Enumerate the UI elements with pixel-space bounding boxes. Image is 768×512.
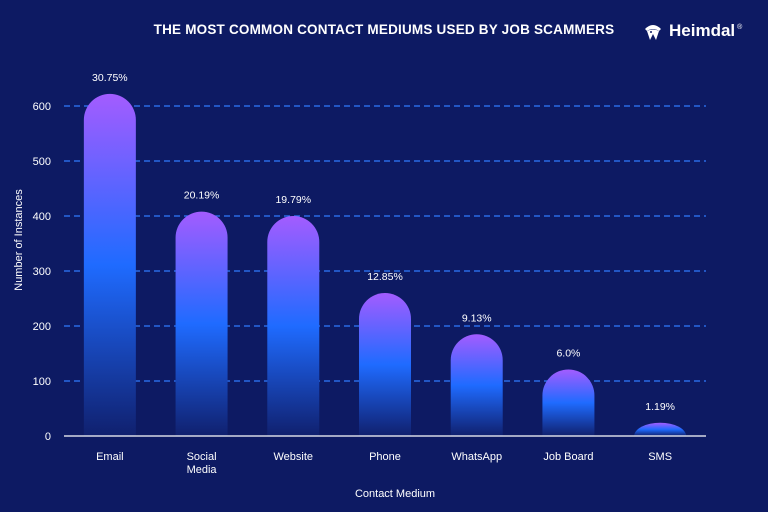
bar-value-label: 1.19% <box>645 401 675 413</box>
y-tick-label: 600 <box>33 101 51 113</box>
y-tick-labels: 0 100 200 300 400 500 600 <box>33 101 51 443</box>
bar <box>542 369 595 436</box>
y-tick-label: 200 <box>33 321 51 333</box>
value-labels: 30.75% 20.19% 19.79% 12.85% 9.13% 6.0% 1.19% <box>92 72 675 413</box>
x-tick-label: Job Board <box>543 451 593 463</box>
y-axis-label: Number of Instances <box>13 189 25 291</box>
bar <box>175 211 228 436</box>
x-tick-label: WhatsApp <box>451 451 502 463</box>
y-tick-label: 300 <box>33 266 51 278</box>
x-tick-label: Website <box>274 451 314 463</box>
y-tick-label: 0 <box>45 431 51 443</box>
bar-value-label: 9.13% <box>462 312 492 324</box>
brand-name: Heimdal <box>669 21 736 40</box>
bar-value-label: 6.0% <box>556 347 580 359</box>
bar <box>634 422 687 436</box>
helmet-icon <box>645 25 661 40</box>
bars <box>83 93 687 437</box>
x-tick-labels: Email Social Media Website Phone WhatsApp Job … <box>96 451 672 476</box>
bar-value-label: 20.19% <box>184 190 220 202</box>
brand-logo: Heimdal ® <box>642 20 742 42</box>
y-tick-label: 500 <box>33 156 51 168</box>
bar-value-label: 30.75% <box>92 72 128 84</box>
x-tick-label: Social Media <box>187 451 218 476</box>
x-tick-label: SMS <box>648 451 672 463</box>
chart-title: THE MOST COMMON CONTACT MEDIUMS USED BY … <box>153 22 615 37</box>
bar <box>267 216 320 436</box>
y-tick-label: 100 <box>33 376 51 388</box>
x-axis-label: Contact Medium <box>355 488 435 500</box>
brand-registered-mark: ® <box>737 23 743 31</box>
bar <box>83 93 136 437</box>
y-tick-label: 400 <box>33 211 51 223</box>
x-tick-label: Phone <box>369 451 401 463</box>
bar <box>359 293 411 436</box>
bar <box>450 334 503 436</box>
bar-value-label: 12.85% <box>367 271 403 283</box>
bar-value-label: 19.79% <box>275 194 311 206</box>
x-tick-label: Email <box>96 451 124 463</box>
